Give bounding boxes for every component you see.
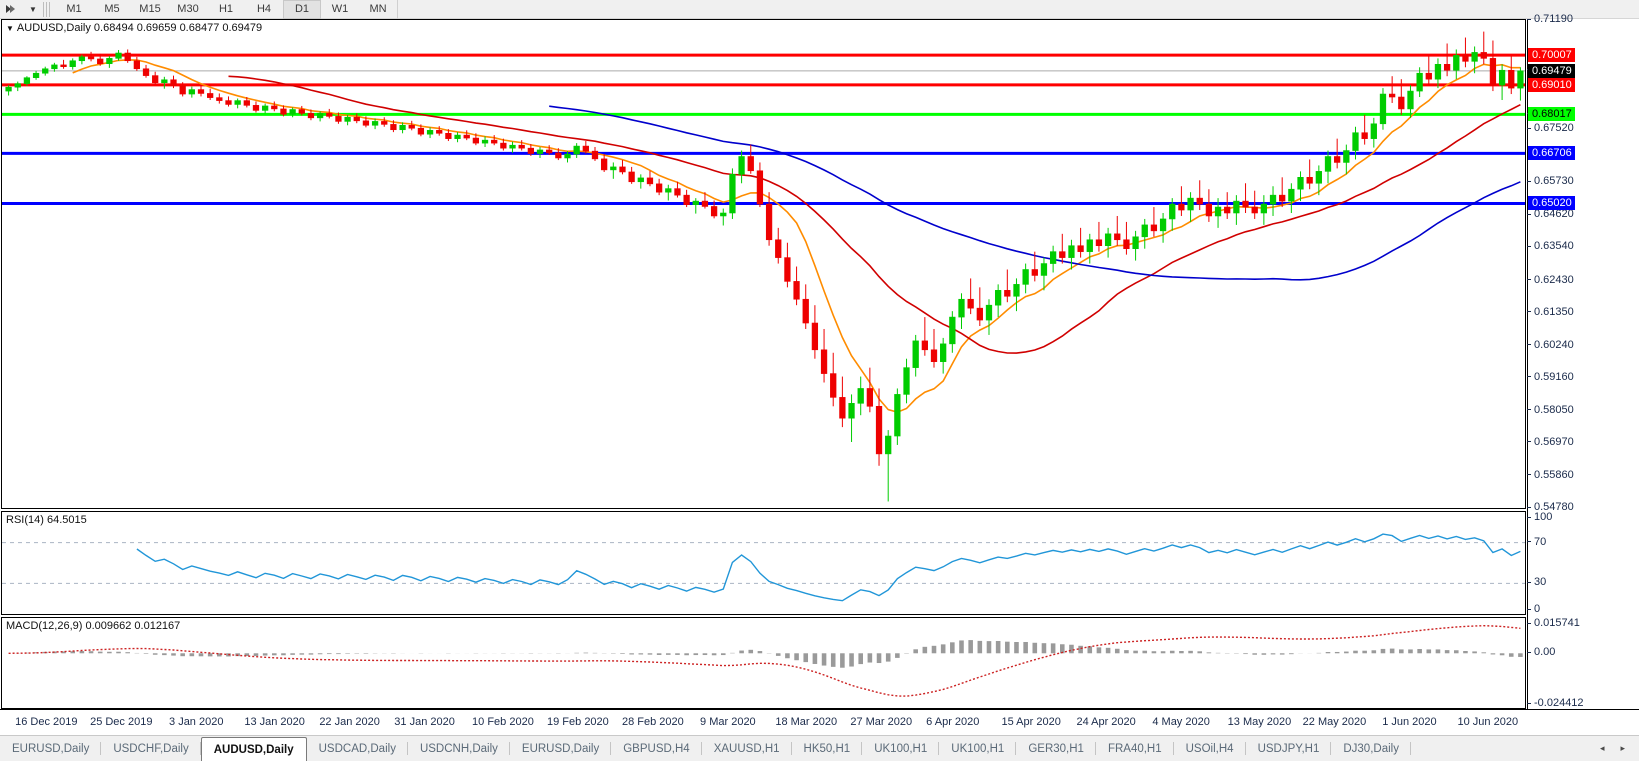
symbol-tab-bar: EURUSD,Daily USDCHF,Daily AUDUSD,Daily USDC…: [0, 735, 1639, 761]
rsi-plot: [2, 533, 1525, 602]
date-axis-label-9: 9 Mar 2020: [700, 716, 756, 728]
symbol-tab-12[interactable]: FRA40,H1: [1096, 736, 1174, 761]
price-level-label-0.69010[interactable]: 0.69010: [1528, 77, 1575, 92]
price-tick-4: 0.65730: [1527, 175, 1574, 187]
collapse-triangle-icon[interactable]: ▼: [6, 24, 14, 33]
macd-tick-2: -0.024412: [1527, 697, 1584, 709]
price-pane-label-text: AUDUSD,Daily 0.68494 0.69659 0.68477 0.6…: [16, 22, 263, 34]
date-axis-label-12: 6 Apr 2020: [926, 716, 980, 728]
price-pane-label: ▼ AUDUSD,Daily 0.68494 0.69659 0.68477 0.…: [6, 22, 262, 34]
symbol-tab-1[interactable]: USDCHF,Daily: [101, 736, 202, 761]
price-tick-3: 0.67520: [1527, 122, 1574, 134]
macd-signal-line: [8, 624, 1521, 697]
rsi-line: [136, 533, 1521, 602]
timeframe-button-m5[interactable]: M5: [104, 2, 120, 15]
ma-fast-line: [72, 59, 1521, 414]
date-axis-label-10: 18 Mar 2020: [775, 716, 838, 728]
macd-pane[interactable]: MACD(12,26,9) 0.009662 0.012167: [1, 617, 1526, 709]
date-axis-label-0: 16 Dec 2019: [15, 716, 78, 728]
symbol-tab-13[interactable]: USOil,H4: [1174, 736, 1246, 761]
timeframe-button-w1[interactable]: W1: [331, 2, 349, 15]
date-axis-label-11: 27 Mar 2020: [850, 716, 913, 728]
price-tick-12: 0.56970: [1527, 436, 1574, 448]
price-level-label-0.65020[interactable]: 0.65020: [1528, 196, 1575, 211]
date-axis-label-19: 10 Jun 2020: [1457, 716, 1519, 728]
timeframe-button-m1[interactable]: M1: [66, 2, 82, 15]
symbol-tab-8[interactable]: HK50,H1: [792, 736, 863, 761]
price-plot: [2, 31, 1525, 502]
date-axis-label-1: 25 Dec 2019: [90, 716, 153, 728]
chevron-down-icon[interactable]: ▼: [29, 4, 37, 14]
timeframe-button-d1[interactable]: D1: [283, 0, 321, 19]
scroll-right-icon[interactable]: ▸: [1620, 743, 1625, 753]
price-level-label-0.66706[interactable]: 0.66706: [1528, 146, 1575, 161]
date-axis-label-2: 3 Jan 2020: [169, 716, 224, 728]
price-pane[interactable]: ▼ AUDUSD,Daily 0.68494 0.69659 0.68477 0.…: [1, 19, 1526, 509]
date-axis-label-7: 19 Feb 2020: [547, 716, 609, 728]
price-tick-10: 0.59160: [1527, 371, 1574, 383]
date-axis-label-13: 15 Apr 2020: [1001, 716, 1061, 728]
date-axis[interactable]: 16 Dec 2019 25 Dec 2019 3 Jan 2020 13 Jan 2…: [0, 709, 1639, 735]
date-axis-label-3: 13 Jan 2020: [244, 716, 305, 728]
scroll-left-icon[interactable]: ◂: [1599, 743, 1605, 753]
price-tick-5: 0.64620: [1527, 208, 1574, 220]
price-tick-9: 0.60240: [1527, 339, 1574, 351]
price-tick-8: 0.61350: [1527, 306, 1574, 318]
rsi-pane[interactable]: RSI(14) 64.5015: [1, 511, 1526, 615]
date-axis-label-5: 31 Jan 2020: [394, 716, 455, 728]
timeframe-button-m15[interactable]: M15: [139, 2, 161, 15]
date-axis-label-6: 10 Feb 2020: [472, 716, 534, 728]
symbol-tab-0[interactable]: EURUSD,Daily: [0, 736, 102, 761]
symbol-tab-10[interactable]: UK100,H1: [939, 736, 1017, 761]
macd-plot: [8, 624, 1523, 697]
price-tick-6: 0.63540: [1527, 240, 1574, 253]
price-level-label-0.69479[interactable]: 0.69479: [1528, 63, 1575, 78]
rsi-pane-label: RSI(14) 64.5015: [6, 514, 87, 526]
price-tick-13: 0.55860: [1527, 469, 1574, 481]
timeframe-button-h1[interactable]: H1: [218, 2, 234, 15]
symbol-tab-11[interactable]: GER30,H1: [1016, 736, 1096, 761]
date-axis-label-18: 1 Jun 2020: [1382, 716, 1437, 728]
ma-mid-line: [228, 75, 1521, 354]
tab-scroll-controls: ◂ ▸: [1600, 736, 1639, 761]
timeframe-button-mn[interactable]: MN: [369, 2, 387, 15]
macd-tick-1: 0.00: [1527, 646, 1555, 658]
date-axis-label-16: 13 May 2020: [1227, 716, 1292, 728]
symbol-tab-7[interactable]: XAUUSD,H1: [702, 736, 792, 761]
date-axis-label-4: 22 Jan 2020: [319, 716, 380, 728]
axis-divider: [1527, 19, 1528, 709]
symbol-tab-15[interactable]: DJ30,Daily: [1331, 736, 1411, 761]
symbol-tab-3[interactable]: USDCAD,Daily: [307, 736, 409, 761]
price-tick-0: 0.71190: [1527, 13, 1573, 25]
symbol-tab-6[interactable]: GBPUSD,H4: [611, 736, 703, 761]
rsi-tick-2: 30: [1527, 576, 1546, 588]
price-level-label-0.68017[interactable]: 0.68017: [1528, 107, 1575, 122]
top-toolbar: ▼ M1 M5 M15 M30 H1 H4 D1 W1 MN: [0, 0, 1639, 19]
timeframe-button-m30[interactable]: M30: [177, 2, 199, 15]
macd-pane-label: MACD(12,26,9) 0.009662 0.012167: [6, 620, 181, 632]
symbol-tab-2[interactable]: AUDUSD,Daily: [200, 737, 307, 761]
price-level-label-0.70007[interactable]: 0.70007: [1528, 48, 1575, 63]
price-tick-7: 0.62430: [1527, 274, 1574, 286]
rsi-tick-0: 100: [1527, 511, 1552, 523]
symbol-tab-14[interactable]: USDJPY,H1: [1246, 736, 1332, 761]
macd-tick-0: 0.015741: [1527, 617, 1580, 629]
symbol-tab-9[interactable]: UK100,H1: [862, 736, 940, 761]
symbol-tab-4[interactable]: USDCNH,Daily: [408, 736, 510, 761]
date-axis-label-14: 24 Apr 2020: [1076, 716, 1136, 728]
symbol-tab-5[interactable]: EURUSD,Daily: [510, 736, 612, 761]
timeframe-button-group: M1 M5 M15 M30 H1 H4 D1 W1 MN: [55, 0, 398, 19]
rsi-tick-3: 0: [1527, 603, 1540, 615]
date-axis-label-8: 28 Feb 2020: [622, 716, 684, 728]
price-tick-14: 0.54780: [1527, 501, 1574, 513]
toolbar-grip-handle[interactable]: [43, 1, 52, 17]
price-tick-11: 0.58050: [1527, 404, 1574, 416]
date-axis-label-17: 22 May 2020: [1302, 716, 1367, 728]
rsi-tick-1: 70: [1527, 536, 1546, 548]
chart-area: ▼ AUDUSD,Daily 0.68494 0.69659 0.68477 0.…: [0, 13, 1639, 709]
date-axis-label-15: 4 May 2020: [1152, 716, 1210, 728]
chart-type-icon[interactable]: [0, 1, 26, 18]
timeframe-button-h4[interactable]: H4: [256, 2, 272, 15]
